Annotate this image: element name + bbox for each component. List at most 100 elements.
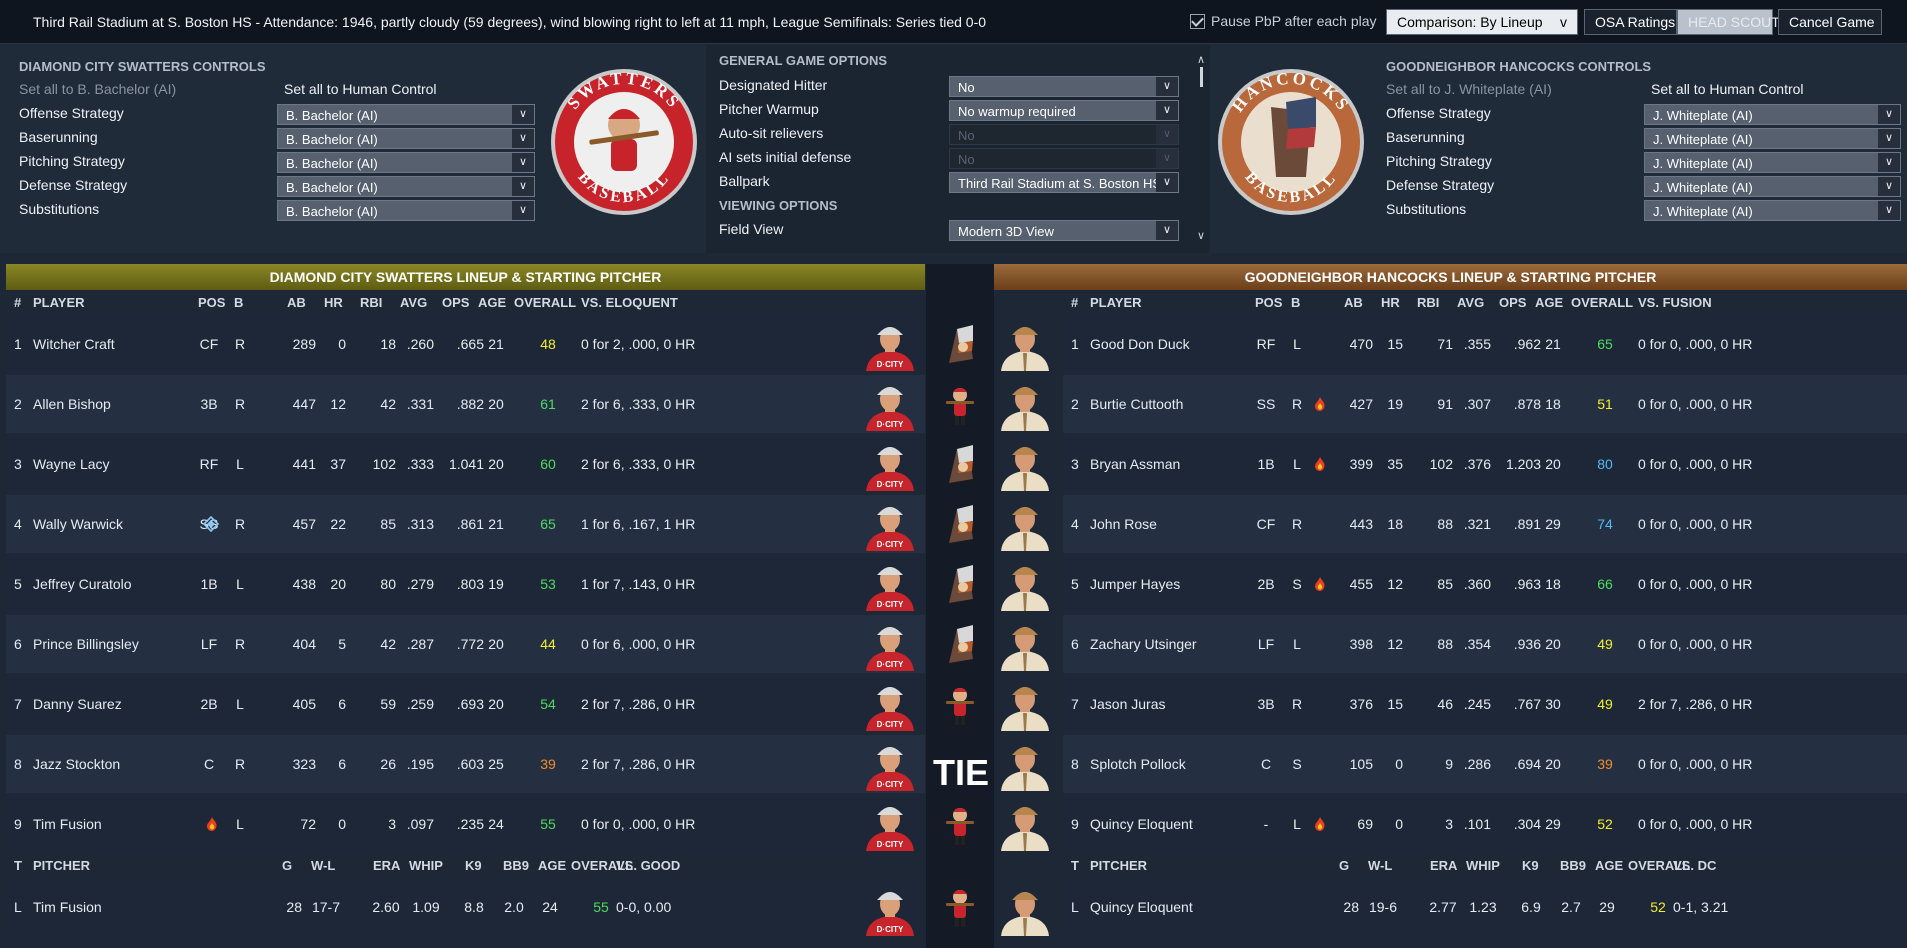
table-row[interactable]	[1063, 435, 1907, 493]
column-header[interactable]: VS. FUSION	[1638, 295, 1712, 310]
control-select[interactable]: J. Whiteplate (AI) ∨	[1644, 104, 1901, 125]
player-name[interactable]: Tim Fusion	[33, 816, 102, 832]
column-header[interactable]: POS	[198, 295, 226, 310]
table-row[interactable]	[6, 795, 925, 853]
pitcher-name[interactable]: Quincy Eloquent	[1090, 899, 1193, 915]
pitcher-column-header[interactable]: BB9	[1560, 858, 1587, 873]
pitcher-portrait[interactable]	[995, 882, 1055, 936]
player-portrait[interactable]: D·CITY	[860, 557, 920, 611]
checkbox-icon[interactable]	[1190, 13, 1205, 29]
set-all-human-link[interactable]: Set all to Human Control	[1651, 81, 1804, 97]
player-name[interactable]: Jumper Hayes	[1090, 576, 1181, 592]
player-portrait[interactable]: D·CITY	[860, 617, 920, 671]
player-name[interactable]: Wally Warwick	[33, 516, 123, 532]
control-select[interactable]: B. Bachelor (AI) ∨	[277, 128, 535, 149]
pitcher-column-header[interactable]: OVERALL	[1628, 858, 1691, 873]
pitcher-column-header[interactable]: VS. GOOD	[616, 858, 681, 873]
table-row[interactable]	[1063, 615, 1907, 673]
player-name[interactable]: Jeffrey Curatolo	[33, 576, 132, 592]
field-view-select[interactable]: Modern 3D View ∨	[949, 220, 1179, 241]
option-select[interactable]: No ∨	[949, 76, 1179, 97]
pitcher-column-header[interactable]: K9	[465, 858, 482, 873]
control-select[interactable]: B. Bachelor (AI) ∨	[277, 152, 535, 173]
table-row[interactable]	[1063, 555, 1907, 613]
table-row[interactable]	[1063, 675, 1907, 733]
column-header[interactable]: AGE	[1535, 295, 1564, 310]
control-select[interactable]: J. Whiteplate (AI) ∨	[1644, 200, 1901, 221]
player-portrait[interactable]: D·CITY	[860, 317, 920, 371]
table-row[interactable]	[1063, 495, 1907, 553]
set-all-ai-link[interactable]: Set all to B. Bachelor (AI)	[19, 81, 177, 97]
pitcher-column-header[interactable]: WHIP	[409, 858, 443, 873]
comparison-dropdown[interactable]: Comparison: By Lineup v	[1386, 9, 1578, 35]
player-portrait[interactable]	[995, 797, 1055, 851]
player-name[interactable]: Quincy Eloquent	[1090, 816, 1193, 832]
control-select[interactable]: J. Whiteplate (AI) ∨	[1644, 176, 1901, 197]
column-header[interactable]: AGE	[478, 295, 507, 310]
player-name[interactable]: Burtie Cuttooth	[1090, 396, 1184, 412]
column-header[interactable]: OVERALL	[514, 295, 577, 310]
option-select[interactable]: Third Rail Stadium at S. Boston HS ∨	[949, 172, 1179, 193]
table-row[interactable]	[6, 555, 925, 613]
player-portrait[interactable]	[995, 317, 1055, 371]
player-name[interactable]: Jazz Stockton	[33, 756, 121, 772]
column-header[interactable]: VS. ELOQUENT	[581, 295, 678, 310]
control-select[interactable]: B. Bachelor (AI) ∨	[277, 200, 535, 221]
player-name[interactable]: Zachary Utsinger	[1090, 636, 1197, 652]
pitcher-column-header[interactable]: W-L	[1368, 858, 1393, 873]
pause-pbp-checkbox[interactable]: Pause PbP after each play	[1190, 13, 1377, 29]
table-row[interactable]	[6, 675, 925, 733]
column-header[interactable]: POS	[1255, 295, 1283, 310]
options-scrollbar[interactable]: ∧ ∨	[1197, 54, 1206, 242]
column-header[interactable]: B	[1291, 295, 1301, 310]
option-select[interactable]: No ∨	[949, 124, 1179, 145]
pitcher-column-header[interactable]: K9	[1522, 858, 1539, 873]
table-row[interactable]	[6, 735, 925, 793]
set-all-human-link[interactable]: Set all to Human Control	[284, 81, 437, 97]
pitcher-column-header[interactable]: AGE	[1595, 858, 1624, 873]
player-portrait[interactable]: D·CITY	[860, 677, 920, 731]
cancel-game-button[interactable]: Cancel Game	[1778, 9, 1882, 35]
column-header[interactable]: AB	[287, 295, 306, 310]
option-select[interactable]: No warmup required ∨	[949, 100, 1179, 121]
pitcher-name[interactable]: Tim Fusion	[33, 899, 102, 915]
option-select[interactable]: No ∨	[949, 148, 1179, 169]
control-select[interactable]: B. Bachelor (AI) ∨	[277, 104, 535, 125]
pitcher-column-header[interactable]: G	[1339, 858, 1350, 873]
column-header[interactable]: OVERALL	[1571, 295, 1634, 310]
pitcher-column-header[interactable]: T	[1071, 858, 1079, 873]
player-portrait[interactable]	[995, 497, 1055, 551]
player-name[interactable]: John Rose	[1090, 516, 1157, 532]
player-portrait[interactable]: D·CITY	[860, 797, 920, 851]
table-row[interactable]	[6, 375, 925, 433]
player-portrait[interactable]	[995, 437, 1055, 491]
set-all-ai-link[interactable]: Set all to J. Whiteplate (AI)	[1386, 81, 1552, 97]
table-row[interactable]	[6, 495, 925, 553]
table-row[interactable]	[1063, 315, 1907, 373]
pitcher-portrait[interactable]: D·CITY	[860, 882, 920, 936]
player-name[interactable]: Prince Billingsley	[33, 636, 139, 652]
column-header[interactable]: RBI	[360, 295, 383, 310]
column-header[interactable]: AB	[1344, 295, 1363, 310]
column-header[interactable]: OPS	[1499, 295, 1527, 310]
player-name[interactable]: Bryan Assman	[1090, 456, 1181, 472]
table-row[interactable]	[6, 615, 925, 673]
column-header[interactable]: AVG	[1457, 295, 1485, 310]
player-portrait[interactable]	[995, 557, 1055, 611]
pitcher-column-header[interactable]: ERA	[373, 858, 401, 873]
player-portrait[interactable]	[995, 617, 1055, 671]
pitcher-column-header[interactable]: PITCHER	[33, 858, 91, 873]
player-portrait[interactable]	[995, 677, 1055, 731]
player-name[interactable]: Jason Juras	[1090, 696, 1166, 712]
column-header[interactable]: PLAYER	[1090, 295, 1142, 310]
player-name[interactable]: Danny Suarez	[33, 696, 122, 712]
pitcher-column-header[interactable]: VS. DC	[1673, 858, 1717, 873]
pitcher-column-header[interactable]: ERA	[1430, 858, 1458, 873]
column-header[interactable]: HR	[1381, 295, 1400, 310]
pitcher-column-header[interactable]: AGE	[538, 858, 567, 873]
player-name[interactable]: Splotch Pollock	[1090, 756, 1186, 772]
table-row[interactable]	[6, 435, 925, 493]
column-header[interactable]: #	[14, 295, 22, 310]
table-row[interactable]	[1063, 795, 1907, 853]
column-header[interactable]: RBI	[1417, 295, 1440, 310]
